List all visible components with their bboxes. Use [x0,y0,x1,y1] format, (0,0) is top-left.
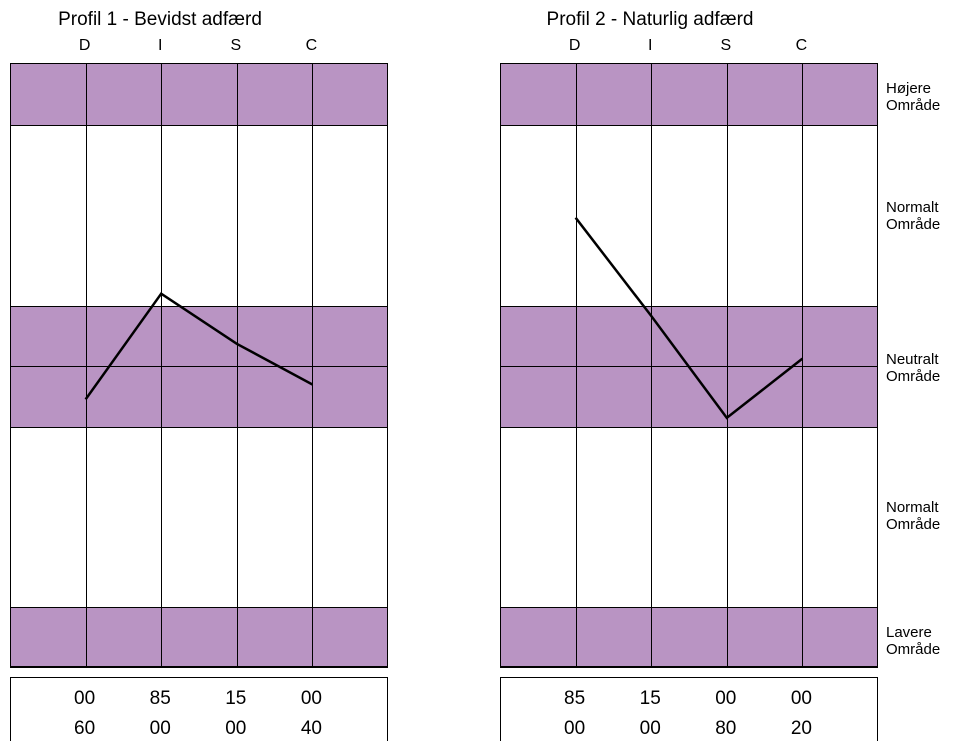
zone-band [10,306,388,366]
score-row2-S: 80 [715,718,736,739]
category-label-D: D [79,37,91,54]
category-label-I: I [648,37,652,54]
category-label-C: C [796,37,808,54]
score-row1-I: 85 [150,688,171,709]
zone-label-line2: Område [886,516,940,533]
score-row2-S: 00 [225,718,246,739]
profile-line [574,216,804,420]
zone-band [500,306,878,366]
score-row1-C: 00 [791,688,812,709]
chart-panel-2: Profil 2 - Naturlig adfærd D I S C 85 15 00 00 00… [500,9,878,741]
score-box [500,677,878,741]
chart-title: Profil 2 - Naturlig adfærd [547,9,754,30]
zone-band [500,607,878,667]
score-row1-S: 00 [715,688,736,709]
category-label-S: S [720,37,731,54]
score-row2-D: 60 [74,718,95,739]
zone-band [500,63,878,125]
zone-label-line1: Normalt [886,499,939,516]
zone-label-line2: Område [886,97,940,114]
score-row1-D: 85 [564,688,585,709]
zone-label-line2: Område [886,641,940,658]
category-label-D: D [569,37,581,54]
score-row2-C: 40 [301,718,322,739]
zone-label-line1: Neutralt [886,351,939,368]
score-row2-I: 00 [150,718,171,739]
zone-label-line1: Højere [886,80,931,97]
profile-line [84,291,313,401]
zone-band [10,366,388,427]
category-label-S: S [230,37,241,54]
zone-band [500,366,878,427]
chart-panel-1: Profil 1 - Bevidst adfærd D I S C 00 85 15 00 60 0… [10,9,388,741]
score-row1-I: 15 [640,688,661,709]
zone-label-line1: Normalt [886,199,939,216]
score-row2-D: 00 [564,718,585,739]
zone-label-line2: Område [886,216,940,233]
chart-title: Profil 1 - Bevidst adfærd [58,9,262,30]
score-row1-D: 00 [74,688,95,709]
score-row2-C: 20 [791,718,812,739]
category-label-I: I [158,37,162,54]
zone-band [10,607,388,667]
zone-label-line2: Område [886,368,940,385]
zone-band [10,63,388,125]
category-label-C: C [306,37,318,54]
score-row2-I: 00 [640,718,661,739]
score-row1-C: 00 [301,688,322,709]
score-box [10,677,388,741]
score-row1-S: 15 [225,688,246,709]
zone-label-line1: Lavere [886,624,932,641]
